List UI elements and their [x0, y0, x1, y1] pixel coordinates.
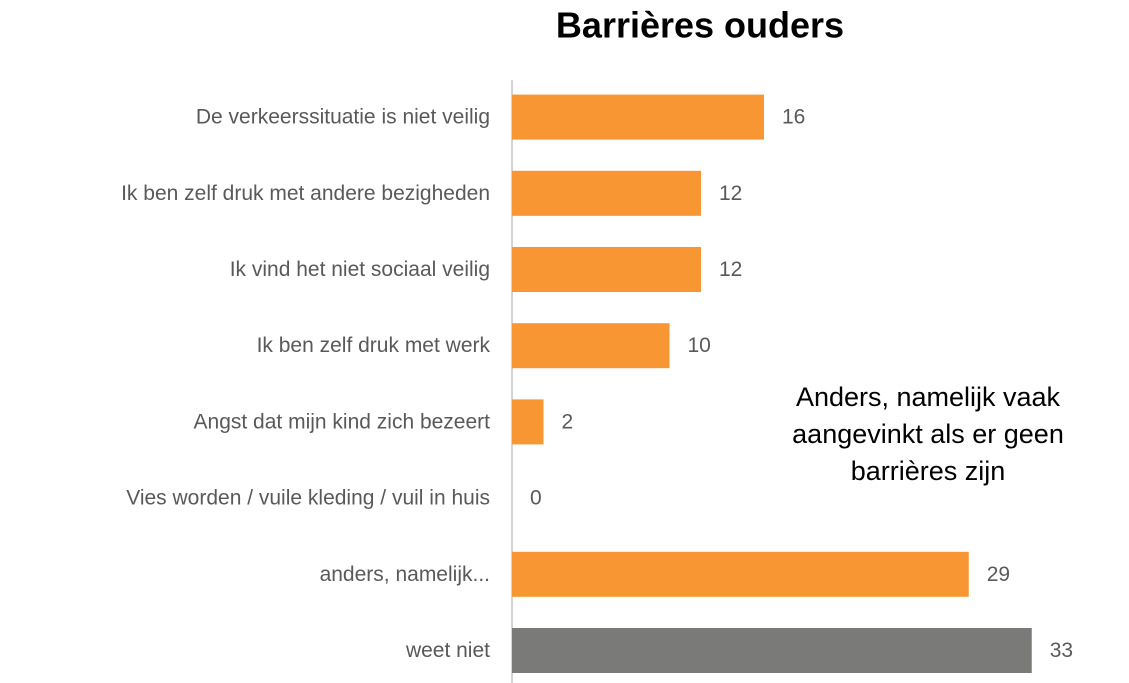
bar	[512, 94, 764, 140]
value-label: 33	[1050, 639, 1073, 662]
bar	[512, 551, 969, 597]
annotation: aangevinkt als er geen	[792, 419, 1064, 449]
value-label: 10	[688, 334, 711, 357]
y-tick-label: anders, namelijk...	[320, 563, 490, 586]
y-tick-label: Ik ben zelf druk met werk	[257, 334, 491, 357]
value-label: 29	[987, 563, 1010, 586]
y-tick-label: Vies worden / vuile kleding / vuil in hu…	[126, 487, 490, 510]
y-tick-label: Ik ben zelf druk met andere bezigheden	[121, 182, 490, 205]
annotation: Anders, namelijk vaak	[796, 382, 1061, 412]
y-tick-label: weet niet	[405, 639, 490, 662]
value-label: 12	[719, 182, 742, 205]
chart-title: Barrières ouders	[556, 5, 844, 46]
bar	[512, 323, 670, 369]
bar	[512, 399, 544, 445]
bar	[512, 628, 1032, 673]
bar	[512, 170, 701, 216]
bar	[512, 247, 701, 292]
y-tick-label: Angst dat mijn kind zich bezeert	[194, 410, 491, 433]
value-label: 12	[719, 258, 742, 281]
value-label: 2	[562, 410, 574, 433]
value-label: 0	[530, 487, 542, 510]
value-label: 16	[782, 106, 805, 129]
y-tick-label: Ik vind het niet sociaal veilig	[230, 258, 490, 281]
annotation: barrières zijn	[851, 456, 1006, 486]
y-tick-label: De verkeerssituatie is niet veilig	[196, 106, 490, 129]
